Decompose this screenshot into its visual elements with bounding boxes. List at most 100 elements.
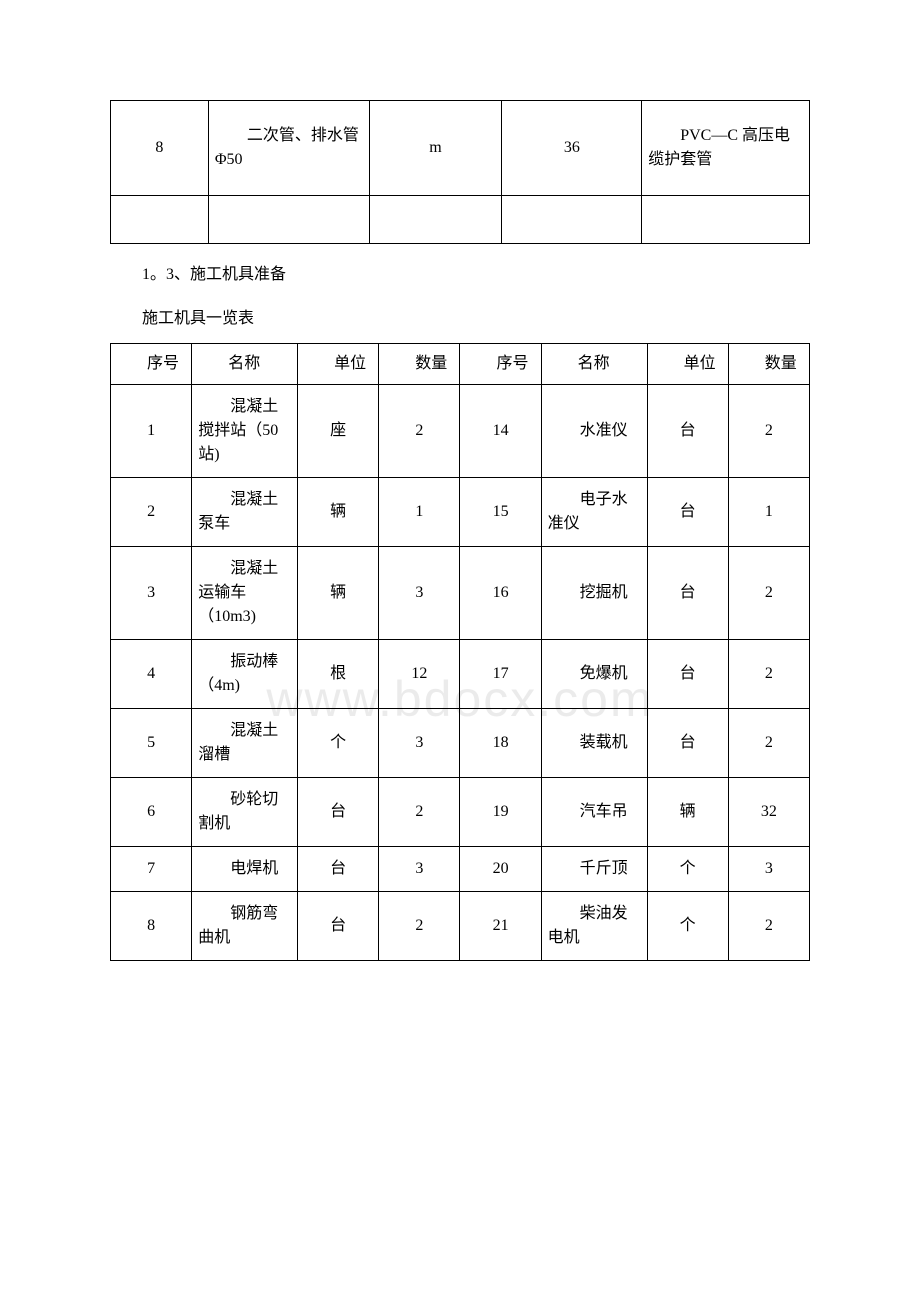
cell-unit: 台: [647, 547, 728, 640]
cell-qty: 2: [728, 709, 809, 778]
document-content: 8 二次管、排水管Φ50 m 36 PVC—C 高压电缆护套管 1。3、施工机具…: [110, 100, 810, 961]
section-subheading: 施工机具一览表: [110, 306, 810, 332]
cell-name: 钢筋弯曲机: [192, 892, 298, 961]
cell-unit: 台: [647, 640, 728, 709]
col-name: 名称: [192, 344, 298, 385]
cell-qty: 1: [379, 478, 460, 547]
cell-name: 电子水准仪: [541, 478, 647, 547]
table-row: 8 二次管、排水管Φ50 m 36 PVC—C 高压电缆护套管: [111, 101, 810, 196]
cell-unit: 辆: [647, 778, 728, 847]
cell-note-text: PVC—C 高压电缆护套管: [648, 127, 790, 168]
cell-name: 砂轮切割机: [192, 778, 298, 847]
cell-unit: 个: [647, 847, 728, 892]
cell-qty: 2: [728, 892, 809, 961]
cell-empty: [502, 196, 642, 244]
cell-seq: 19: [460, 778, 541, 847]
cell-name: 柴油发电机: [541, 892, 647, 961]
cell-qty: 2: [728, 385, 809, 478]
cell-qty: 2: [728, 547, 809, 640]
cell-seq: 21: [460, 892, 541, 961]
cell-name-text: 二次管、排水管Φ50: [215, 127, 359, 168]
cell-name: 振动棒（4m): [192, 640, 298, 709]
table-row: 3 混凝土运输车（10m3) 辆 3 16 挖掘机 台 2: [111, 547, 810, 640]
cell-unit: 座: [298, 385, 379, 478]
cell-qty: 32: [728, 778, 809, 847]
cell-qty: 2: [379, 892, 460, 961]
cell-name: 电焊机: [192, 847, 298, 892]
cell-qty: 12: [379, 640, 460, 709]
cell-unit: 台: [647, 478, 728, 547]
cell-qty: 3: [379, 847, 460, 892]
cell-unit: 台: [298, 847, 379, 892]
cell-note: PVC—C 高压电缆护套管: [642, 101, 810, 196]
cell-seq: 6: [111, 778, 192, 847]
cell-qty: 3: [379, 547, 460, 640]
section-heading: 1。3、施工机具准备: [110, 262, 810, 288]
cell-unit: 根: [298, 640, 379, 709]
cell-seq: 20: [460, 847, 541, 892]
table-row: 7 电焊机 台 3 20 千斤顶 个 3: [111, 847, 810, 892]
cell-name: 混凝土搅拌站（50 站): [192, 385, 298, 478]
col-name: 名称: [541, 344, 647, 385]
cell-qty: 2: [728, 640, 809, 709]
cell-empty: [642, 196, 810, 244]
cell-seq: 5: [111, 709, 192, 778]
table-row: 4 振动棒（4m) 根 12 17 免爆机 台 2: [111, 640, 810, 709]
cell-unit: 辆: [298, 478, 379, 547]
cell-seq: 18: [460, 709, 541, 778]
cell-name: 混凝土运输车（10m3): [192, 547, 298, 640]
col-qty: 数量: [728, 344, 809, 385]
table-row: 6 砂轮切割机 台 2 19 汽车吊 辆 32: [111, 778, 810, 847]
cell-name: 混凝土泵车: [192, 478, 298, 547]
col-unit: 单位: [647, 344, 728, 385]
cell-name: 千斤顶: [541, 847, 647, 892]
cell-seq: 14: [460, 385, 541, 478]
cell-unit: 个: [647, 892, 728, 961]
col-seq: 序号: [460, 344, 541, 385]
cell-seq: 4: [111, 640, 192, 709]
table-row: 8 钢筋弯曲机 台 2 21 柴油发电机 个 2: [111, 892, 810, 961]
cell-seq: 17: [460, 640, 541, 709]
col-unit: 单位: [298, 344, 379, 385]
table-header-row: 序号 名称 单位 数量 序号 名称 单位 数量: [111, 344, 810, 385]
cell-name: 挖掘机: [541, 547, 647, 640]
cell-qty: 2: [379, 385, 460, 478]
col-qty: 数量: [379, 344, 460, 385]
table-materials: 8 二次管、排水管Φ50 m 36 PVC—C 高压电缆护套管: [110, 100, 810, 244]
cell-empty: [369, 196, 502, 244]
cell-seq: 3: [111, 547, 192, 640]
cell-name: 免爆机: [541, 640, 647, 709]
cell-unit: 台: [298, 892, 379, 961]
cell-unit: 个: [298, 709, 379, 778]
cell-seq: 7: [111, 847, 192, 892]
cell-name: 水准仪: [541, 385, 647, 478]
cell-qty: 3: [728, 847, 809, 892]
cell-seq: 16: [460, 547, 541, 640]
cell-seq: 2: [111, 478, 192, 547]
cell-unit: 台: [647, 385, 728, 478]
cell-qty: 1: [728, 478, 809, 547]
cell-empty: [208, 196, 369, 244]
cell-seq: 8: [111, 892, 192, 961]
cell-unit: m: [369, 101, 502, 196]
cell-seq: 15: [460, 478, 541, 547]
cell-name: 汽车吊: [541, 778, 647, 847]
table-row: 2 混凝土泵车 辆 1 15 电子水准仪 台 1: [111, 478, 810, 547]
cell-seq: 8: [111, 101, 209, 196]
table-equipment: 序号 名称 单位 数量 序号 名称 单位 数量 1 混凝土搅拌站（50 站) 座…: [110, 343, 810, 961]
cell-empty: [111, 196, 209, 244]
cell-qty: 2: [379, 778, 460, 847]
table-row: 1 混凝土搅拌站（50 站) 座 2 14 水准仪 台 2: [111, 385, 810, 478]
table-row: 5 混凝土溜槽 个 3 18 装载机 台 2: [111, 709, 810, 778]
cell-name: 混凝土溜槽: [192, 709, 298, 778]
table-row: [111, 196, 810, 244]
cell-unit: 辆: [298, 547, 379, 640]
cell-qty: 36: [502, 101, 642, 196]
cell-unit: 台: [298, 778, 379, 847]
cell-unit: 台: [647, 709, 728, 778]
cell-seq: 1: [111, 385, 192, 478]
cell-name: 二次管、排水管Φ50: [208, 101, 369, 196]
heading-text: 1。3、施工机具准备: [142, 266, 286, 283]
cell-name: 装载机: [541, 709, 647, 778]
subheading-text: 施工机具一览表: [142, 310, 254, 327]
